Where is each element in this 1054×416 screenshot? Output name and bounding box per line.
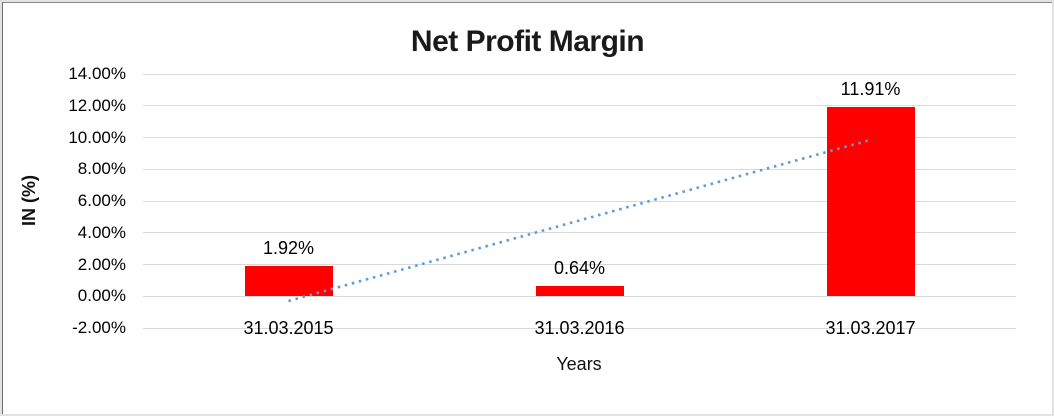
x-tick-label: 31.03.2016 xyxy=(534,318,625,338)
plot-area: 1.92% 31.03.2015 0.64% 31.03.2016 11.91% 31.0… xyxy=(143,73,1016,338)
y-tick-label: 12.00% xyxy=(68,95,126,115)
y-tick-label: 0.00% xyxy=(77,286,126,306)
y-tick-label: 14.00% xyxy=(68,64,126,83)
y-tick-label: 2.00% xyxy=(77,254,126,274)
x-axis-title: Years xyxy=(556,354,602,374)
gridline xyxy=(143,73,1016,75)
y-tick-label: 8.00% xyxy=(77,159,126,179)
y-tick-label: 10.00% xyxy=(68,127,126,147)
x-tick-label: 31.03.2015 xyxy=(243,318,334,338)
y-tick-label: 6.00% xyxy=(77,191,126,210)
bar-value-label: 1.92% xyxy=(262,237,315,258)
bar-31.03.2017 xyxy=(826,107,915,297)
gridline xyxy=(143,105,1016,107)
x-tick-label: 31.03.2017 xyxy=(825,318,916,338)
y-tick-label: -2.00% xyxy=(72,318,126,337)
y-tick-label: 4.00% xyxy=(77,222,126,242)
bar-31.03.2015 xyxy=(244,265,333,297)
gridline xyxy=(143,327,1016,329)
chart-title: Net Profit Margin xyxy=(410,25,645,58)
bar-31.03.2016 xyxy=(535,286,624,297)
bar-value-label: 11.91% xyxy=(840,79,901,100)
gridline xyxy=(143,137,1016,138)
bar-value-label: 0.64% xyxy=(553,258,606,279)
